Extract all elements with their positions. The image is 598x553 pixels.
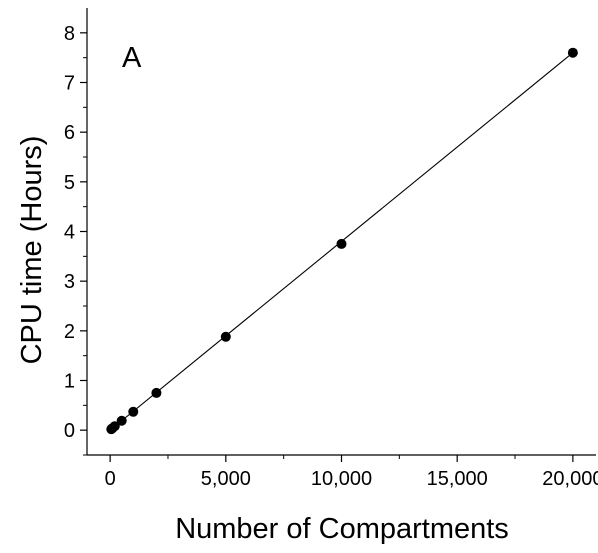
data-points-layer	[106, 47, 578, 435]
x-tick-label: 0	[105, 468, 116, 490]
x-axis-title: Number of Compartments	[175, 513, 509, 545]
y-axis-title: CPU time (Hours)	[16, 136, 48, 365]
ticks-layer: 0 1 2 3 4 5 6 7 8 0 5,000 10,000 15,000 20,000	[64, 23, 598, 490]
y-tick-label: 8	[64, 23, 75, 45]
x-tick-label: 15,000	[427, 468, 488, 490]
y-tick-label: 1	[64, 371, 75, 393]
x-tick-label: 20,000	[542, 468, 598, 490]
x-tick-label: 5,000	[201, 468, 251, 490]
data-point	[567, 47, 578, 58]
y-tick-label: 0	[64, 420, 75, 442]
data-point	[151, 387, 162, 398]
axes-layer	[86, 8, 596, 456]
y-tick-label: 3	[64, 271, 75, 293]
data-point	[336, 238, 347, 249]
data-point	[128, 406, 139, 417]
data-point	[220, 331, 231, 342]
data-point	[116, 415, 127, 426]
panel-label: A	[122, 42, 142, 74]
data-point	[109, 421, 120, 432]
y-tick-label: 7	[64, 73, 75, 95]
x-tick-label: 10,000	[311, 468, 372, 490]
y-tick-label: 5	[64, 172, 75, 194]
y-tick-label: 4	[64, 222, 75, 244]
y-tick-label: 2	[64, 321, 75, 343]
y-tick-label: 6	[64, 122, 75, 144]
